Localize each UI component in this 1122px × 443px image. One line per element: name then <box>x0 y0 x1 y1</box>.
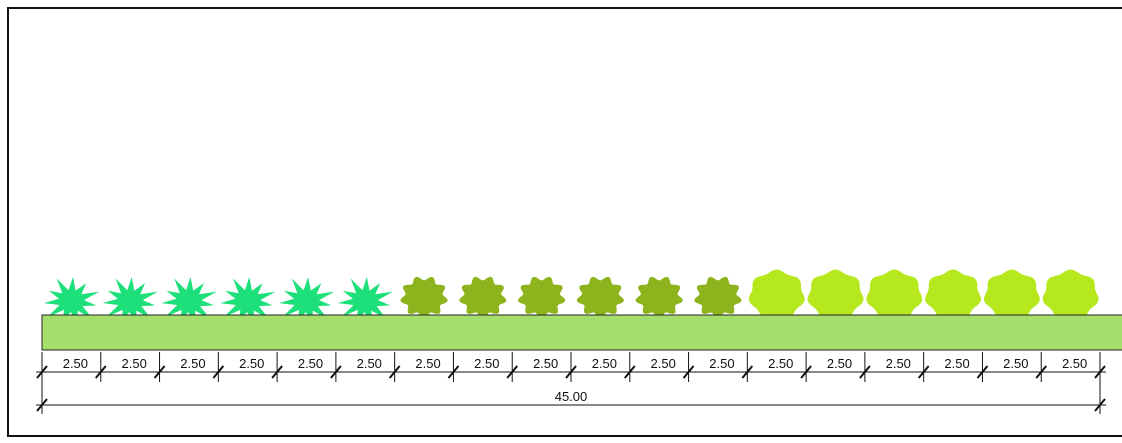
plant-shrub <box>635 276 683 319</box>
plant-shrub <box>459 276 507 319</box>
segment-label: 2.50 <box>944 356 969 371</box>
dimension-tick <box>859 365 871 379</box>
dimension-tick <box>917 365 930 379</box>
plant-spiky <box>43 277 100 325</box>
plant-shrub <box>577 276 624 319</box>
dimension-tick <box>388 365 401 379</box>
dimension-tick <box>1094 365 1106 379</box>
frame <box>7 7 1122 437</box>
dimension-tick <box>271 365 283 379</box>
plant-shrub <box>400 276 448 319</box>
segment-label: 2.50 <box>239 356 264 371</box>
dimension-tick <box>447 365 460 379</box>
plant-spiky <box>102 277 158 325</box>
dimension-tick <box>95 365 107 379</box>
plants <box>43 269 1099 325</box>
plant-shrub <box>518 276 565 319</box>
segment-label: 2.50 <box>827 356 852 371</box>
segment-label: 2.50 <box>415 356 440 371</box>
segment-label: 2.50 <box>1003 356 1028 371</box>
dimension-tick <box>624 365 636 379</box>
plant-round <box>925 269 981 319</box>
dimension-tick <box>212 365 225 379</box>
plant-round <box>748 269 805 319</box>
plant-round <box>1042 269 1099 319</box>
total-dimension-label: 45.00 <box>555 389 588 404</box>
plant-spiky <box>278 277 335 325</box>
segment-label: 2.50 <box>357 356 382 371</box>
dimension-tick <box>330 365 342 379</box>
segment-label: 2.50 <box>63 356 88 371</box>
dimension-tick <box>36 398 48 412</box>
dimension-tick <box>36 365 48 379</box>
plant-round <box>983 269 1040 319</box>
dimension-tick <box>741 365 754 379</box>
plant-round <box>807 269 864 319</box>
plant-shrub <box>694 276 742 319</box>
dimension-tick <box>506 365 518 379</box>
segment-label: 2.50 <box>709 356 734 371</box>
dimensions: 2.50 2.50 2.50 2.50 2.50 2.50 2.50 2.50 2.50 2.50… <box>36 352 1106 382</box>
plant-spiky <box>161 277 217 325</box>
segment-label: 2.50 <box>122 356 147 371</box>
segment-label: 2.50 <box>474 356 499 371</box>
segment-label: 2.50 <box>886 356 911 371</box>
segment-label: 2.50 <box>533 356 558 371</box>
dimension-tick <box>976 365 989 379</box>
dimension-tick <box>682 365 695 379</box>
dimension-tick <box>1094 398 1106 412</box>
plant-round <box>866 269 923 319</box>
dimension-tick <box>153 365 166 379</box>
segment-label: 2.50 <box>592 356 617 371</box>
plant-spiky <box>220 277 276 325</box>
plant-spiky <box>337 277 394 325</box>
dimension-tick <box>1035 365 1047 379</box>
dimension-tick <box>800 365 812 379</box>
segment-label: 2.50 <box>180 356 205 371</box>
segment-label: 2.50 <box>1062 356 1087 371</box>
segment-label: 2.50 <box>651 356 676 371</box>
segment-label: 2.50 <box>768 356 793 371</box>
segment-label: 2.50 <box>298 356 323 371</box>
dimension-tick <box>565 365 577 379</box>
ground-bed <box>41 314 1122 351</box>
